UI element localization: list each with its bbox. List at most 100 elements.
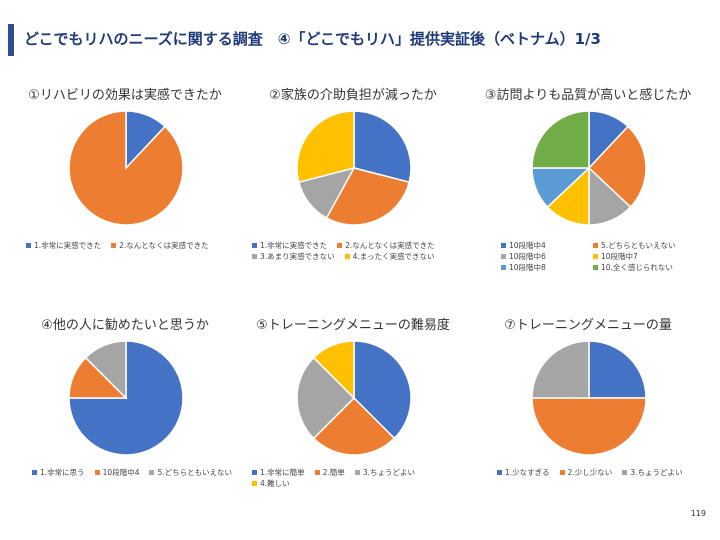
pie-chart-4 [68, 340, 184, 456]
legend-swatch [497, 469, 502, 475]
legend-swatch [314, 469, 320, 475]
chart-title-3: ③訪問よりも品質が高いと感じたか [484, 88, 692, 103]
legend-item: 4.難しい [252, 478, 290, 489]
legend-swatch [593, 253, 598, 259]
legend-item: 1.非常に簡単 [252, 467, 305, 478]
legend-label: 10段階中6 [509, 252, 546, 261]
legend-4: 1.非常に思う 10段階中4 5.どちらともいえない [32, 467, 242, 478]
chart-panel-2: ②家族の介助負担が減ったか 1.非常に実感できた 2.なんとなくは実感できた 3.あ… [238, 84, 468, 284]
legend-swatch [252, 242, 257, 248]
legend-label: 2.少し少ない [567, 468, 613, 477]
legend-label: 1.非常に実感できた [34, 241, 102, 250]
legend-item: 10.全く感じられない [593, 262, 685, 273]
pie-slice [588, 340, 647, 399]
chart-panel-1: ①リハビリの効果は実感できたか 1.非常に実感できた 2.なんとなくは実感できた [10, 84, 240, 284]
chart-title-2: ②家族の介助負担が減ったか [269, 88, 437, 103]
pie-slice [84, 340, 127, 400]
legend-swatch [252, 469, 257, 475]
legend-item: 10段階中4 [94, 467, 140, 478]
legend-item: 2.なんとなくは実感できた [111, 240, 209, 251]
legend-swatch [593, 242, 598, 248]
pie-slice [296, 356, 356, 440]
legend-2: 1.非常に実感できた 2.なんとなくは実感できた 3.あまり実感できない 4.まったく… [252, 240, 468, 262]
legend-swatch [354, 469, 360, 475]
legend-swatch [94, 469, 100, 475]
pie-slice [587, 125, 647, 209]
legend-item: 5.どちらともいえない [593, 240, 685, 251]
pie-slice [353, 110, 412, 184]
legend-label: 3.あまり実感できない [260, 252, 335, 261]
legend-item: 10段階中6 [501, 251, 593, 262]
legend-label: 1.少なすぎる [505, 468, 550, 477]
legend-label: 1.非常に簡単 [260, 468, 305, 477]
legend-label: 2.簡単 [322, 468, 345, 477]
legend-swatch [252, 480, 257, 486]
legend-item: 1.非常に実感できた [252, 240, 327, 251]
legend-item: 1.非常に実感できた [26, 240, 101, 251]
legend-1: 1.非常に実感できた 2.なんとなくは実感できた [26, 240, 242, 251]
pie-slice [68, 340, 184, 456]
legend-item: 10段階中4 [501, 240, 593, 251]
pie-chart-1 [68, 110, 184, 226]
pie-slice [353, 340, 412, 440]
pie-slice [531, 340, 590, 399]
legend-label: 1.非常に実感できた [260, 241, 328, 250]
legend-label: 10段階中4 [509, 241, 546, 250]
title-accent-bar [8, 24, 14, 56]
legend-label: 10段階中4 [102, 468, 140, 477]
chart-title-6: ⑦トレーニングメニューの量 [504, 318, 672, 333]
legend-swatch [501, 242, 506, 248]
legend-label: 5.どちらともいえない [157, 468, 232, 477]
legend-label: 2.なんとなくは実感できた [119, 241, 209, 250]
legend-item: 2.少し少ない [559, 467, 613, 478]
legend-swatch [26, 242, 31, 248]
legend-item: 1.非常に思う [32, 467, 85, 478]
legend-item: 2.なんとなくは実感できた [337, 240, 435, 251]
pie-slice [531, 110, 590, 169]
legend-item: 1.少なすぎる [497, 467, 550, 478]
chart-panel-6: ⑦トレーニングメニューの量 1.少なすぎる 2.少し少ない 3.ちょうどよい [473, 314, 703, 514]
chart-title-1: ①リハビリの効果は実感できたか [28, 88, 222, 103]
legend-6: 1.少なすぎる 2.少し少ない 3.ちょうどよい [497, 467, 697, 478]
legend-label: 3.ちょうどよい [630, 468, 683, 477]
legend-5: 1.非常に簡単 2.簡単 3.ちょうどよい 4.難しい [252, 467, 468, 489]
legend-swatch [32, 469, 37, 475]
legend-label: 10.全く感じられない [601, 263, 673, 272]
legend-swatch [337, 242, 343, 248]
legend-item: 10段階中8 [501, 262, 593, 273]
pie-chart-5 [296, 340, 412, 456]
page-number: 119 [690, 509, 706, 518]
chart-title-4: ④他の人に勧めたいと思うか [41, 318, 209, 333]
legend-swatch [344, 253, 350, 259]
pie-chart-3 [531, 110, 647, 226]
legend-swatch [593, 264, 598, 270]
page-title: どこでもリハのニーズに関する調査 ④「どこでもリハ」提供実証後（ベトナム）1/3 [24, 30, 601, 48]
pie-chart-6 [531, 340, 647, 456]
legend-label: 1.非常に思う [40, 468, 85, 477]
legend-label: 4.まったく実感できない [352, 252, 435, 261]
legend-item: 4.まったく実感できない [344, 251, 435, 262]
legend-item: 2.簡単 [314, 467, 345, 478]
legend-label: 2.なんとなくは実感できた [345, 241, 435, 250]
legend-label: 5.どちらともいえない [601, 241, 676, 250]
legend-3: 10段階中4 5.どちらともいえない 10段階中6 10段階中7 10段階中8 10.全く… [501, 240, 697, 273]
legend-item: 3.ちょうどよい [622, 467, 682, 478]
legend-item: 3.あまり実感できない [252, 251, 335, 262]
chart-title-5: ⑤トレーニングメニューの難易度 [256, 318, 450, 333]
legend-swatch [622, 469, 628, 475]
pie-slice [325, 167, 411, 226]
legend-swatch [501, 264, 506, 270]
legend-swatch [501, 253, 506, 259]
pie-slice [312, 396, 396, 456]
legend-label: 3.ちょうどよい [362, 468, 415, 477]
legend-swatch [559, 469, 565, 475]
pie-chart-2 [296, 110, 412, 226]
legend-label: 4.難しい [260, 479, 290, 488]
legend-item: 5.どちらともいえない [149, 467, 232, 478]
pie-slice [531, 397, 647, 456]
legend-swatch [111, 242, 117, 248]
legend-item: 3.ちょうどよい [354, 467, 415, 478]
chart-panel-3: ③訪問よりも品質が高いと感じたか 10段階中4 5.どちらともいえない 10段階中6… [473, 84, 703, 284]
pie-slice [312, 340, 355, 400]
legend-label: 10段階中8 [509, 263, 546, 272]
